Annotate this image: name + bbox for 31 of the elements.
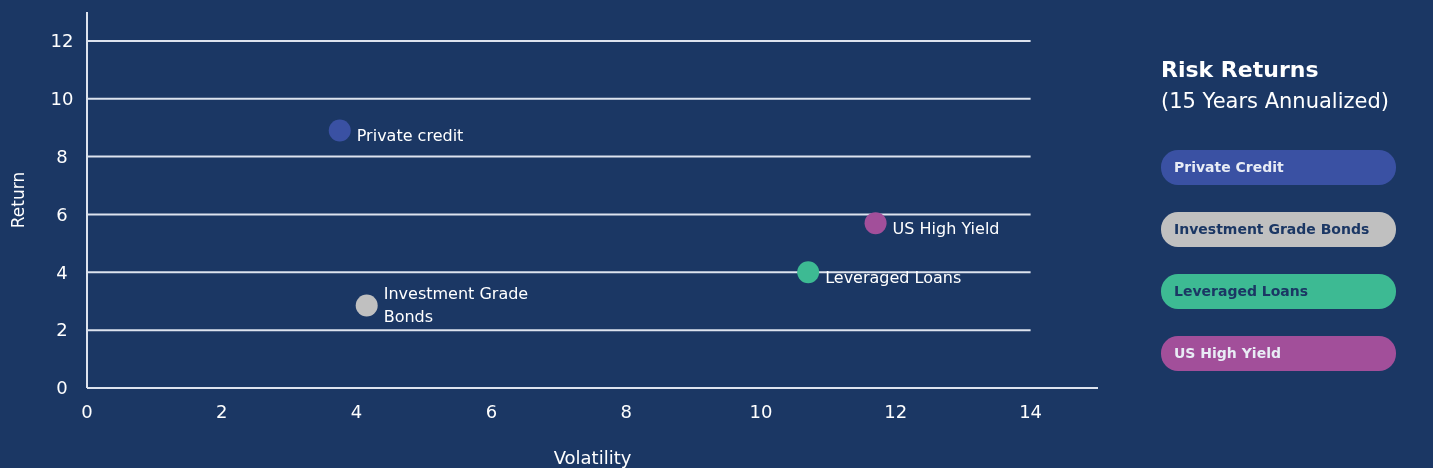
text: Investment Grade Bonds <box>1174 221 1370 238</box>
y-tick-label: 6 <box>56 203 68 225</box>
x-tick-label: 4 <box>350 401 363 422</box>
annotation: Leveraged Loans <box>825 267 962 287</box>
y-tick-label: 12 <box>50 30 74 52</box>
text: Risk Returns <box>1161 57 1319 82</box>
text: (15 Years Annualized) <box>1161 89 1389 113</box>
text: Leveraged Loans <box>1174 283 1309 300</box>
annotation: Investment Grade Bonds <box>383 284 529 326</box>
x-tick-label: 2 <box>216 401 228 422</box>
annotation: US High Yield <box>892 218 1000 238</box>
point <box>797 261 820 284</box>
y-axis-title: Return <box>8 171 28 229</box>
y-tick-label: 10 <box>50 88 74 110</box>
x-tick-label: 12 <box>884 401 908 422</box>
x-tick-label: 0 <box>81 401 93 422</box>
x-tick-label: 6 <box>485 401 498 422</box>
x-tick-label: 10 <box>749 401 773 422</box>
y-tick-label: 8 <box>56 145 68 167</box>
text: US High Yield <box>1174 345 1281 362</box>
text: Private Credit <box>1174 159 1285 176</box>
y-tick-label: 0 <box>56 377 68 399</box>
x-tick-label: 14 <box>1019 401 1043 422</box>
point <box>355 294 378 317</box>
y-tick-label: 2 <box>56 319 68 341</box>
annotation: Private credit <box>356 126 464 146</box>
x-tick-label: 8 <box>620 401 632 422</box>
y-tick-label: 4 <box>56 261 68 283</box>
point <box>864 212 887 235</box>
point <box>328 119 351 142</box>
x-axis-title: Volatility <box>553 447 632 468</box>
